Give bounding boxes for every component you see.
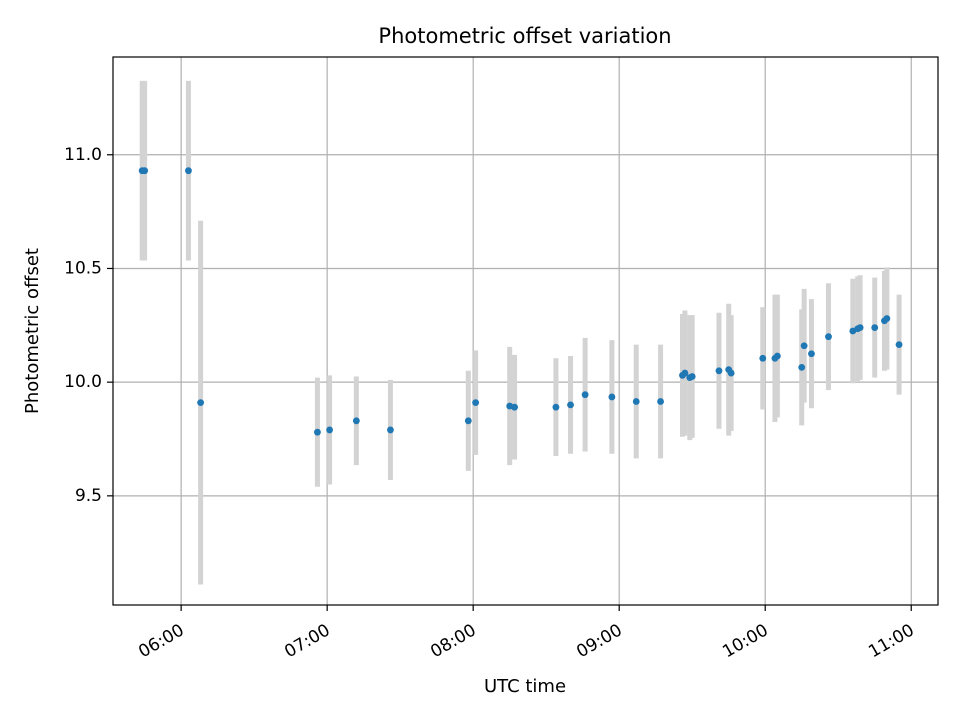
data-point: [632, 398, 640, 405]
chart-title: Photometric offset variation: [378, 24, 671, 48]
data-point: [871, 324, 879, 331]
data-point: [856, 324, 864, 331]
data-point: [808, 350, 815, 358]
data-point: [581, 391, 589, 399]
y-tick-label: 10.5: [64, 258, 102, 278]
data-point: [681, 369, 689, 377]
data-point: [608, 393, 616, 401]
data-point: [352, 417, 360, 425]
data-point: [387, 426, 394, 434]
data-point: [197, 399, 205, 407]
data-points: [138, 167, 903, 436]
data-point: [715, 367, 723, 375]
data-point: [883, 315, 891, 322]
data-point: [567, 401, 574, 409]
data-point: [314, 428, 321, 436]
y-tick-label: 10.0: [64, 372, 102, 392]
y-tick-label: 11.0: [64, 145, 102, 165]
data-point: [472, 399, 480, 407]
data-point: [825, 333, 832, 341]
data-point: [185, 167, 192, 175]
x-axis-label: UTC time: [484, 676, 566, 697]
data-point: [326, 426, 333, 434]
data-point: [798, 363, 806, 371]
plot-frame: [112, 56, 939, 606]
data-point: [511, 403, 518, 411]
y-tick-label: 9.5: [75, 486, 102, 506]
data-point: [727, 369, 735, 377]
data-point: [800, 342, 808, 350]
data-point: [773, 352, 781, 360]
grid: [113, 57, 938, 605]
data-point: [657, 398, 664, 405]
y-axis-label: Photometric offset: [22, 248, 43, 414]
data-point: [895, 341, 903, 349]
data-point: [759, 354, 767, 362]
data-point: [141, 167, 149, 175]
data-point: [688, 373, 696, 380]
data-point: [464, 417, 472, 425]
data-point: [552, 403, 560, 411]
y-axis: 9.5 10.0 10.5 11.0: [64, 145, 113, 506]
